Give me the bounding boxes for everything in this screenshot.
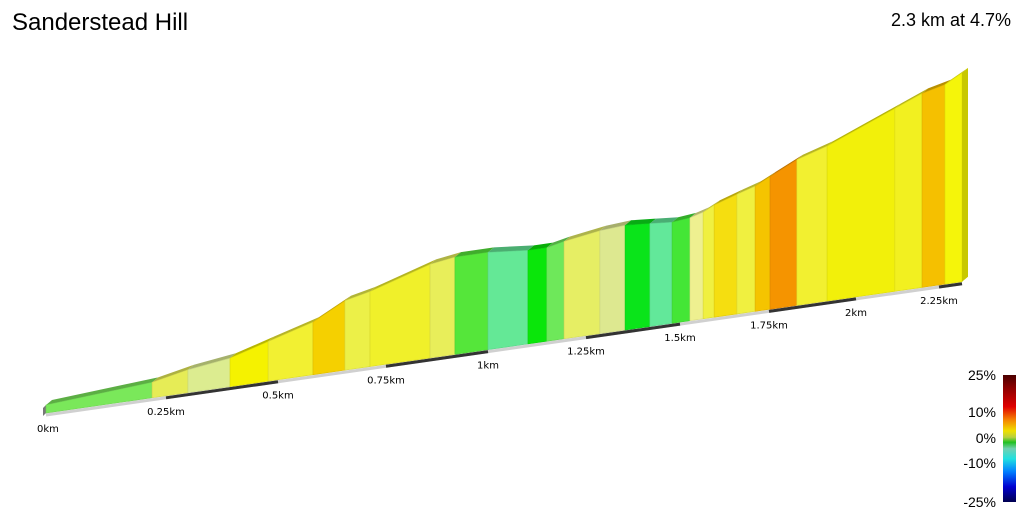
segment-top-face [894, 88, 929, 109]
segment-top-face [714, 189, 743, 206]
segment-top-face [546, 236, 571, 248]
segment-top-face [230, 336, 275, 359]
x-tick-label: 1.5km [664, 333, 695, 344]
segment-front-face [736, 185, 756, 315]
segment-front-face [826, 107, 896, 302]
distance-band [768, 297, 857, 313]
x-tick-label: 2km [845, 308, 867, 319]
x-tick-label: 0.25km [147, 407, 185, 418]
segment-top-face [649, 217, 679, 224]
segment-front-face [796, 145, 828, 306]
segment-top-face [564, 225, 606, 242]
legend-label: 10% [967, 404, 996, 420]
profile-end-side [962, 67, 968, 282]
climb-stats: 2.3 km at 4.7% [890, 10, 1011, 30]
segment-front-face [563, 230, 601, 340]
profile-start-side [43, 405, 46, 416]
segment-top-face [268, 317, 319, 342]
segment-top-face [736, 181, 762, 195]
segment-front-face [649, 221, 673, 327]
segment-front-face [702, 204, 715, 320]
segment-top-face [370, 259, 437, 292]
segment-front-face [894, 92, 923, 292]
segment-top-face [672, 212, 696, 223]
segment-top-face [344, 286, 377, 301]
segment-front-face [429, 256, 456, 359]
segment-top-face [454, 247, 494, 258]
legend-label: -10% [963, 455, 996, 471]
segment-front-face [689, 211, 704, 322]
segment-front-face [921, 84, 946, 288]
segment-top-face [796, 141, 834, 160]
x-tick-label: 1km [477, 361, 499, 372]
segment-top-face [46, 377, 159, 405]
x-tick-label: 0km [37, 424, 59, 435]
x-tick-label: 0.75km [367, 375, 405, 386]
segment-top-face [187, 353, 237, 370]
segment-top-face [689, 207, 710, 218]
gradient-legend-colorbar [1003, 375, 1016, 502]
legend-label: -25% [963, 494, 996, 510]
segment-front-face [671, 217, 691, 324]
segment-front-face [624, 223, 651, 331]
distance-band [585, 322, 681, 340]
legend-label: 0% [975, 430, 996, 446]
segment-front-face [754, 176, 771, 312]
x-tick-label: 1.25km [567, 347, 605, 358]
segment-top-face [599, 220, 632, 231]
segment-top-face [430, 252, 461, 265]
distance-band [938, 282, 963, 289]
segment-front-face [599, 224, 626, 334]
segment-front-face [546, 241, 565, 342]
segment-front-face [344, 291, 371, 371]
x-tick-label: 0.5km [262, 391, 293, 402]
segment-front-face [454, 252, 489, 355]
segment-front-face [312, 300, 346, 376]
segment-front-face [944, 72, 963, 285]
segment-top-face [827, 103, 901, 147]
segment-front-face [769, 159, 798, 310]
segment-front-face [369, 263, 431, 367]
segment-top-face [527, 242, 553, 251]
x-tick-label: 2.25km [920, 296, 958, 307]
segment-top-face [922, 79, 951, 94]
segment-top-face [152, 364, 194, 383]
segment-front-face [487, 250, 529, 350]
legend-label: 25% [967, 367, 996, 383]
distance-band [385, 350, 489, 368]
climb-title: Sanderstead Hill [12, 9, 189, 36]
segment-front-face [713, 193, 738, 318]
distance-band [165, 380, 279, 400]
x-tick-label: 1.75km [750, 320, 788, 331]
segment-front-face [527, 247, 548, 345]
